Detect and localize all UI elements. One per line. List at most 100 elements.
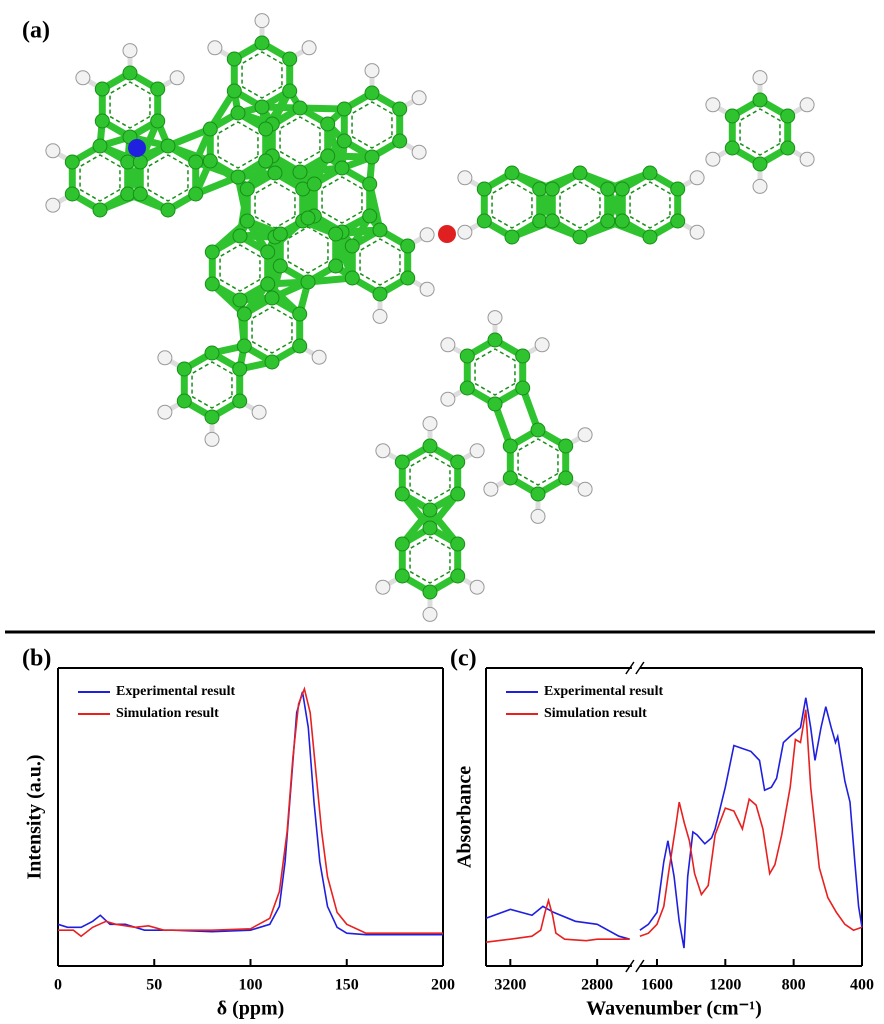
x-axis-label: Wavenumber (cm⁻¹): [586, 998, 762, 1020]
carbon-atom: [122, 65, 138, 81]
carbon-atom: [372, 286, 388, 302]
carbon-atom: [239, 213, 255, 229]
carbon-atom: [394, 454, 410, 470]
hydrogen-atom: [45, 143, 61, 159]
carbon-atom: [780, 108, 796, 124]
aromatic-ring: [351, 101, 393, 149]
carbon-atom: [232, 393, 248, 409]
panel-label: (a): [22, 18, 50, 44]
panel-label: (c): [450, 646, 477, 672]
hydrogen-atom: [364, 63, 380, 79]
bond: [366, 183, 384, 231]
carbon-atom: [230, 105, 246, 121]
carbon-atom: [558, 470, 574, 486]
carbon-atom: [258, 121, 274, 137]
carbon-atom: [392, 133, 408, 149]
carbon-atom: [204, 409, 220, 425]
carbon-atom: [328, 226, 344, 242]
carbon-atom: [487, 332, 503, 348]
x-tick-label: 400: [850, 977, 874, 994]
carbon-atom: [422, 520, 438, 536]
bond: [236, 188, 251, 237]
carbon-atom: [292, 338, 308, 354]
x-tick-label: 50: [146, 977, 162, 994]
carbon-atom: [558, 438, 574, 454]
carbon-atom: [572, 165, 588, 181]
aromatic-ring: [321, 176, 363, 224]
carbon-atom: [642, 165, 658, 181]
carbon-atom: [292, 100, 308, 116]
carbon-atom: [502, 438, 518, 454]
carbon-atom: [614, 213, 630, 229]
carbon-atom: [264, 290, 280, 306]
bond: [208, 158, 250, 192]
carbon-atom: [160, 202, 176, 218]
carbon-atom: [364, 149, 380, 165]
hydrogen-atom: [469, 579, 485, 595]
carbon-atom: [600, 181, 616, 197]
hydrogen-atom: [411, 90, 427, 106]
aromatic-ring: [409, 454, 451, 502]
carbon-atom: [232, 228, 248, 244]
axis-break: [635, 661, 645, 675]
carbon-atom: [64, 154, 80, 170]
carbon-atom: [232, 361, 248, 377]
carbon-atom: [94, 113, 110, 129]
carbon-atom: [292, 306, 308, 322]
hydrogen-atom: [705, 151, 721, 167]
axis-break: [635, 959, 645, 973]
nitrogen-atom: [128, 139, 146, 157]
carbon-atom: [400, 270, 416, 286]
hydrogen-atom: [487, 310, 503, 326]
carbon-atom: [272, 258, 288, 274]
x-tick-label: 200: [431, 977, 455, 994]
carbon-atom: [530, 422, 546, 438]
carbon-atom: [204, 345, 220, 361]
carbon-atom: [254, 99, 270, 115]
axis-break: [625, 661, 635, 675]
carbon-atom: [642, 229, 658, 245]
hydrogen-atom: [311, 349, 327, 365]
carbon-atom: [120, 186, 136, 202]
bond: [332, 232, 356, 280]
x-tick-label: 1200: [709, 977, 741, 994]
carbon-atom: [532, 213, 548, 229]
x-axis-label: δ (ppm): [217, 998, 285, 1020]
hydrogen-atom: [457, 224, 473, 240]
aromatic-ring: [191, 361, 233, 409]
axis-break: [625, 959, 635, 973]
carbon-atom: [232, 292, 248, 308]
carbon-atom: [487, 396, 503, 412]
line-series: [57, 691, 443, 936]
carbon-atom: [202, 153, 218, 169]
hydrogen-atom: [372, 308, 388, 324]
hydrogen-atom: [375, 579, 391, 595]
hydrogen-atom: [457, 170, 473, 186]
hydrogen-atom: [422, 606, 438, 622]
carbon-atom: [400, 238, 416, 254]
aromatic-ring: [491, 181, 533, 229]
hydrogen-atom: [440, 337, 456, 353]
hydrogen-atom: [375, 443, 391, 459]
carbon-atom: [336, 101, 352, 117]
carbon-atom: [530, 486, 546, 502]
carbon-atom: [188, 186, 204, 202]
hydrogen-atom: [204, 431, 220, 447]
y-axis-label: Absorbance: [454, 766, 476, 868]
hydrogen-atom: [422, 416, 438, 432]
carbon-atom: [320, 148, 336, 164]
aromatic-ring: [279, 116, 321, 164]
x-tick-label: 150: [335, 977, 359, 994]
hydrogen-atom: [207, 40, 223, 56]
line-series: [58, 686, 443, 938]
hydrogen-atom: [45, 197, 61, 213]
carbon-atom: [515, 348, 531, 364]
bond: [606, 169, 652, 193]
carbon-atom: [752, 156, 768, 172]
carbon-atom: [176, 361, 192, 377]
hydrogen-atom: [799, 151, 815, 167]
carbon-atom: [236, 306, 252, 322]
carbon-atom: [724, 108, 740, 124]
x-tick-label: 100: [239, 977, 263, 994]
